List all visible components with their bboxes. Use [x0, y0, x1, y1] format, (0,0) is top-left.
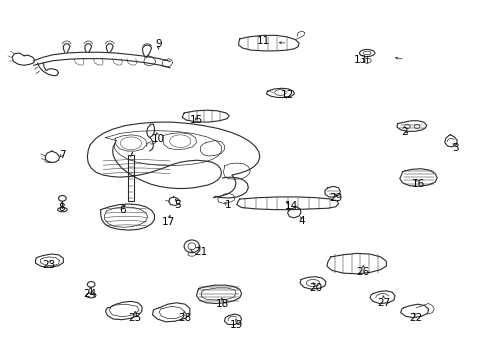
Text: 17: 17	[162, 217, 175, 227]
Text: 2: 2	[401, 127, 407, 138]
Text: 27: 27	[376, 298, 389, 308]
Text: 19: 19	[230, 320, 243, 330]
Text: 7: 7	[59, 150, 65, 160]
Text: 24: 24	[83, 289, 97, 298]
Text: 6: 6	[119, 205, 125, 215]
Text: 12: 12	[281, 90, 294, 100]
Text: 9: 9	[155, 39, 161, 49]
Text: 8: 8	[58, 203, 64, 213]
Bar	[128, 155, 134, 201]
Text: 13: 13	[353, 55, 366, 65]
Text: 25: 25	[128, 313, 142, 323]
Text: 23: 23	[42, 260, 56, 270]
Text: 4: 4	[298, 216, 305, 226]
Text: 14: 14	[284, 202, 298, 211]
Text: 5: 5	[174, 200, 181, 210]
Text: 10: 10	[151, 134, 164, 144]
Text: 11: 11	[257, 36, 270, 46]
Text: 28: 28	[178, 313, 191, 323]
Text: 20: 20	[308, 283, 321, 293]
Text: 21: 21	[193, 247, 206, 257]
Text: 18: 18	[216, 299, 229, 309]
Text: 22: 22	[408, 313, 422, 323]
Text: 1: 1	[224, 200, 230, 210]
Text: 15: 15	[189, 115, 203, 125]
Text: 26: 26	[356, 267, 369, 278]
Text: 3: 3	[451, 143, 458, 153]
Text: 29: 29	[328, 193, 342, 203]
Text: 16: 16	[410, 179, 424, 189]
